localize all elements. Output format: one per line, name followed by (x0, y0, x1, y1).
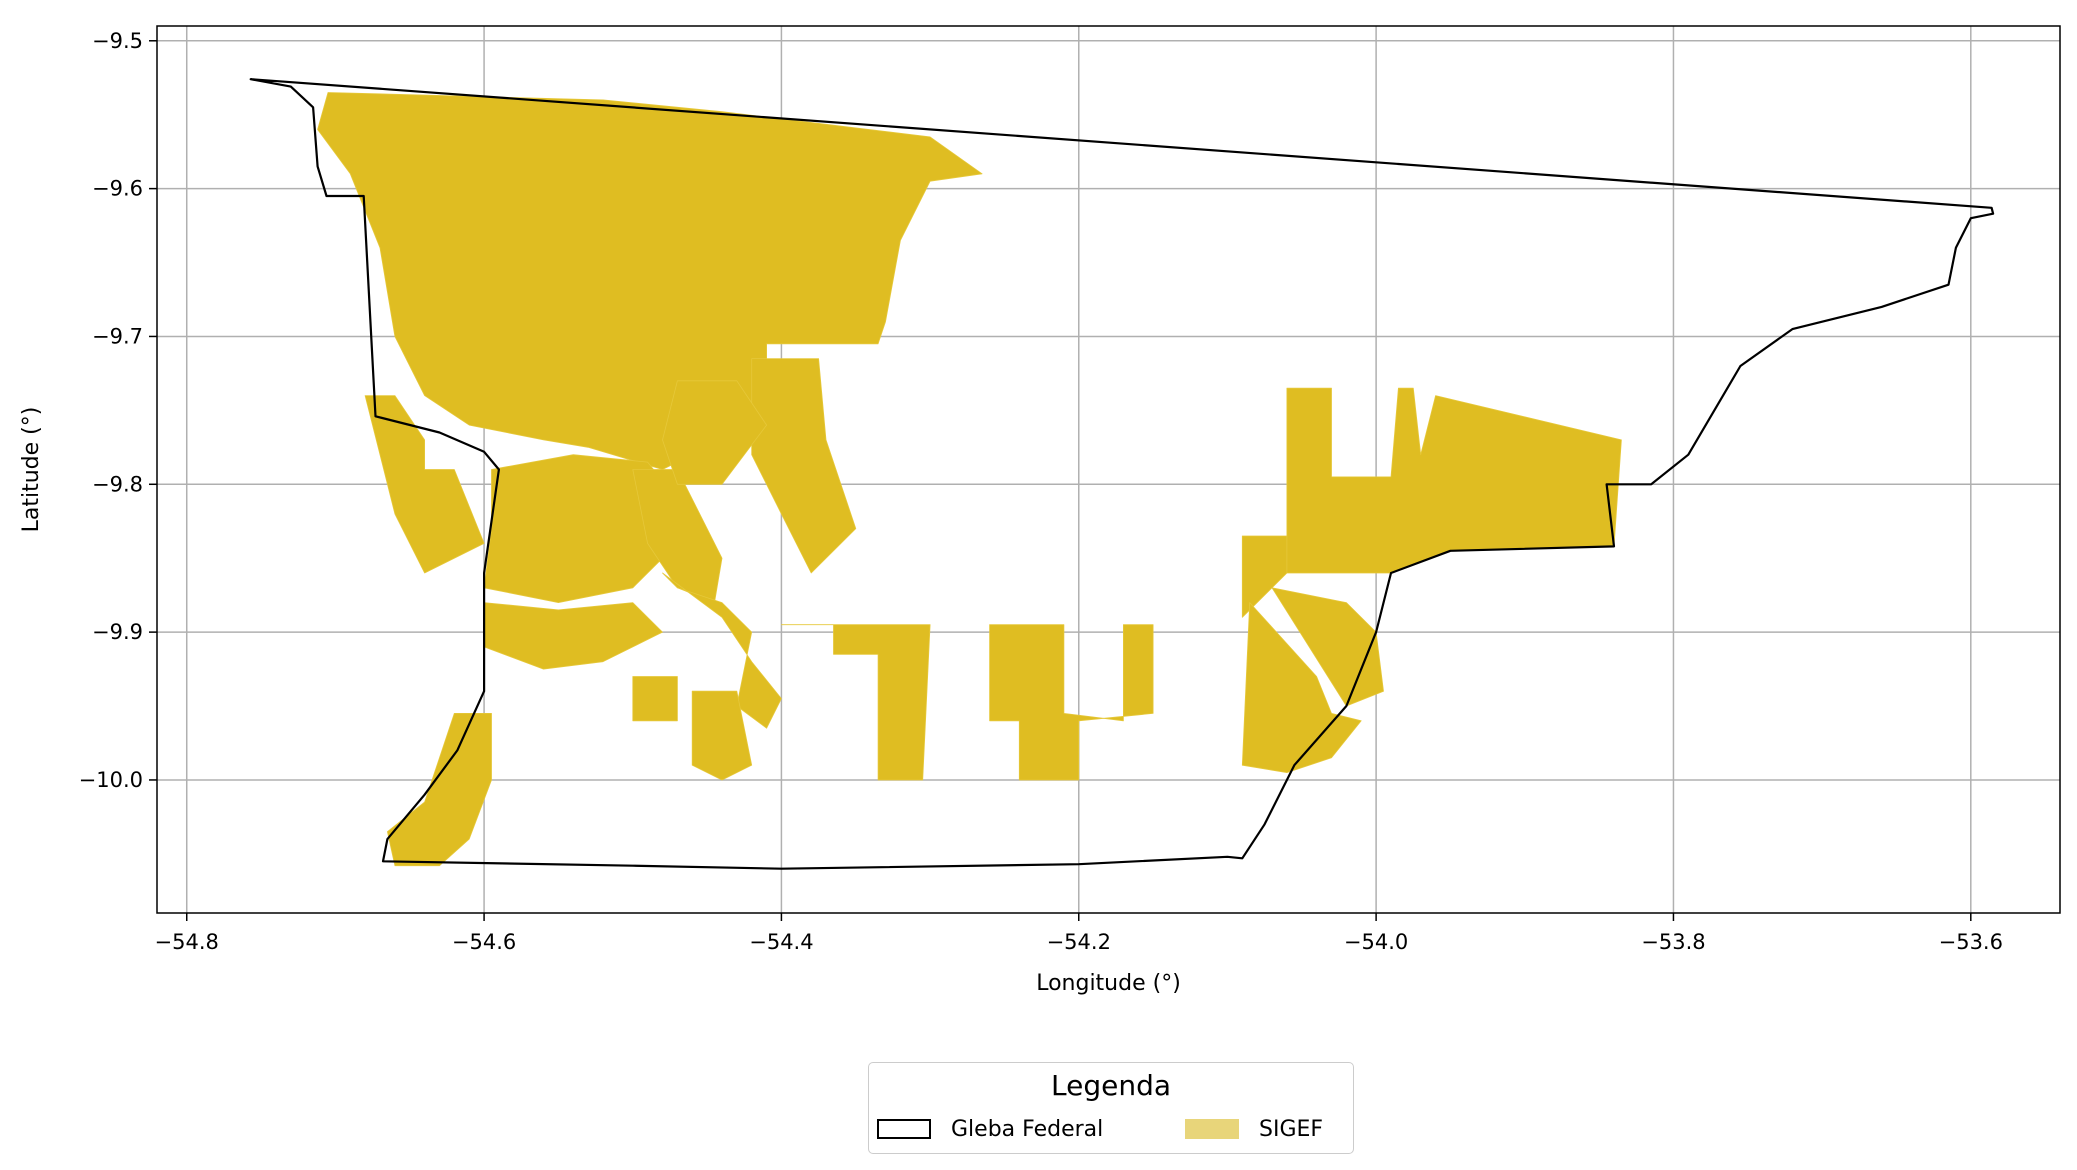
sigef-parcel-11 (989, 624, 1154, 781)
x-tick-label: −54.0 (1344, 930, 1408, 954)
plot-frame (156, 25, 2061, 914)
x-tick-label: −53.6 (1939, 930, 2003, 954)
y-tick-label: −9.9 (92, 620, 143, 644)
sigef-parcel-4 (632, 469, 723, 603)
sigef-parcel-14 (1241, 602, 1362, 773)
gleba-federal-boundary (249, 78, 1995, 870)
legend-fill-swatch (1185, 1119, 1239, 1139)
legend: Legenda Gleba Federal SIGEF (868, 1062, 1354, 1154)
x-tick-label: −54.4 (749, 930, 813, 954)
sigef-parcel-6 (751, 358, 857, 574)
sigef-parcel-8 (691, 690, 753, 781)
legend-entry-sigef: SIGEF (1185, 1115, 1323, 1143)
sigef-parcel-9 (632, 676, 678, 722)
sigef-parcel-7 (662, 380, 767, 485)
sigef-parcel-1 (317, 92, 983, 470)
sigef-layer (317, 92, 1622, 867)
x-tick-label: −54.2 (1047, 930, 1111, 954)
y-axis-ticks: −9.5 −9.6 −9.7 −9.8 −9.9 −10.0 (79, 29, 157, 792)
sigef-parcel-12 (1241, 387, 1622, 618)
sigef-parcel-2 (483, 454, 678, 603)
sigef-parcel-13 (1271, 587, 1384, 707)
sigef-parcel-15 (364, 395, 485, 574)
sigef-parcel-16 (386, 713, 492, 867)
x-tick-label: −54.6 (452, 930, 516, 954)
sigef-parcel-3 (483, 602, 663, 670)
legend-title: Legenda (1050, 1069, 1171, 1102)
gleba-federal-layer (249, 78, 1995, 870)
grid-lines (157, 26, 2060, 913)
sigef-parcel-10 (781, 624, 931, 781)
y-tick-label: −10.0 (79, 768, 143, 792)
y-tick-label: −9.7 (92, 324, 143, 348)
x-axis-label: Longitude (°) (1036, 971, 1181, 996)
sigef-parcel-5 (662, 572, 782, 729)
y-tick-label: −9.6 (92, 177, 143, 201)
x-axis-ticks: −54.8 −54.6 −54.4 −54.2 −54.0 −53.8 −53.6 (155, 913, 2003, 954)
x-tick-label: −54.8 (155, 930, 219, 954)
y-tick-label: −9.5 (92, 29, 143, 53)
legend-outline-swatch (877, 1119, 931, 1139)
legend-entry-gleba-federal: Gleba Federal (877, 1115, 1103, 1143)
y-axis-label: Latitude (°) (19, 407, 44, 533)
y-tick-label: −9.8 (92, 472, 143, 496)
x-tick-label: −53.8 (1641, 930, 1705, 954)
legend-label-gleba-federal: Gleba Federal (951, 1116, 1104, 1142)
legend-label-sigef: SIGEF (1259, 1116, 1324, 1142)
